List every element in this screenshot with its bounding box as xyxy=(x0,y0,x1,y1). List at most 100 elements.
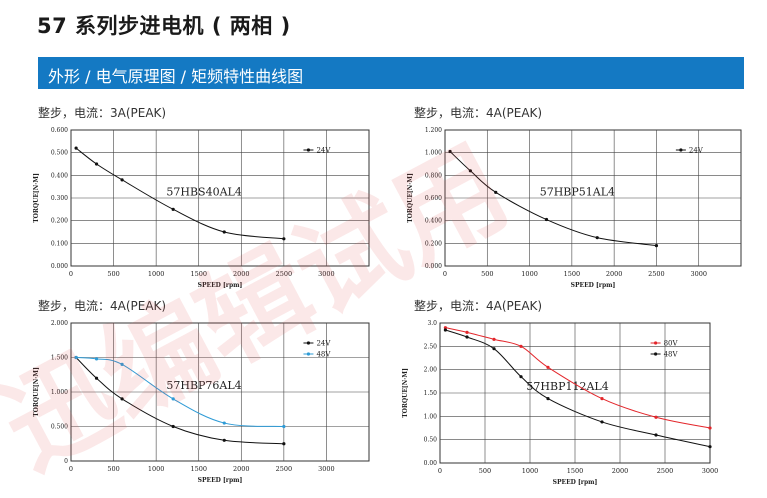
data-point xyxy=(74,146,78,150)
y-tick-label: 0.000 xyxy=(425,263,442,270)
x-tick-label: 2000 xyxy=(233,465,250,473)
y-tick-label: 0.800 xyxy=(425,172,442,179)
data-point xyxy=(171,397,175,401)
data-point xyxy=(492,347,496,351)
data-point xyxy=(171,207,175,211)
x-tick-label: 1000 xyxy=(521,270,538,278)
series-line-80v xyxy=(445,327,711,429)
y-tick-label: 1.500 xyxy=(51,355,68,362)
data-point xyxy=(282,424,286,429)
y-tick-label: 0.000 xyxy=(51,263,68,270)
x-tick-label: 1000 xyxy=(148,465,165,473)
y-tick-label: 2.000 xyxy=(51,320,68,327)
series-line-24v xyxy=(449,151,657,247)
data-point xyxy=(222,230,226,234)
x-tick-label: 0 xyxy=(69,465,73,473)
y-tick-label: 0.200 xyxy=(51,218,68,225)
legend-entry: 24V xyxy=(316,340,331,348)
x-tick-label: 1500 xyxy=(567,467,584,475)
x-tick-label: 500 xyxy=(107,270,119,278)
data-point xyxy=(465,335,469,339)
y-tick-label: 0.400 xyxy=(51,172,68,179)
y-axis-label: TORQUE[N·M] xyxy=(402,368,409,418)
x-tick-label: 500 xyxy=(479,467,491,475)
data-point xyxy=(654,244,659,248)
data-point xyxy=(282,442,286,446)
model-label: 57HBP51AL4 xyxy=(540,185,615,198)
x-tick-label: 1500 xyxy=(564,270,581,278)
series-line-48v xyxy=(76,357,284,427)
section-title: 外形 / 电气原理图 / 矩频特性曲线图 xyxy=(48,67,304,86)
x-tick-label: 2000 xyxy=(612,467,629,475)
y-tick-label: 3.0 xyxy=(427,320,437,327)
y-tick-label: 1.00 xyxy=(424,413,438,420)
x-tick-label: 2500 xyxy=(657,467,674,475)
x-tick-label: 1500 xyxy=(190,270,207,278)
x-tick-label: 3000 xyxy=(318,270,335,278)
x-tick-label: 2500 xyxy=(648,270,665,278)
chart-caption: 整步，电流：4A(PEAK) xyxy=(414,299,543,313)
data-point xyxy=(120,178,124,182)
data-point xyxy=(120,397,124,401)
x-tick-label: 0 xyxy=(443,270,447,278)
x-tick-label: 1000 xyxy=(148,270,165,278)
torque-speed-chart-57hbp112al4: 0 500 1000 1500 2000 2500 3000 0.00 0.50 1.00 1.50… xyxy=(402,320,719,486)
legend-marker xyxy=(306,148,311,152)
data-point xyxy=(448,149,452,154)
data-point xyxy=(120,362,124,366)
series-line-48v xyxy=(445,329,711,448)
x-tick-label: 1500 xyxy=(190,465,207,473)
data-point xyxy=(74,355,78,360)
x-tick-label: 2500 xyxy=(276,270,293,278)
torque-speed-chart-57hbp76al4: 0 500 1000 1500 2000 2500 3000 0 0.500 1.000 1.500… xyxy=(33,320,370,484)
data-point xyxy=(465,330,469,334)
data-point xyxy=(546,365,550,369)
x-tick-label: 3000 xyxy=(702,467,719,475)
chart-caption: 整步，电流：4A(PEAK) xyxy=(38,299,167,313)
x-axis-label: SPEED [rpm] xyxy=(198,477,243,484)
series-line-24v xyxy=(75,147,284,240)
data-point xyxy=(519,344,523,348)
section-header-bar: 外形 / 电气原理图 / 矩频特性曲线图 xyxy=(38,57,744,89)
data-point xyxy=(544,217,549,222)
y-tick-label: 0.50 xyxy=(424,437,438,444)
series-line-24v xyxy=(75,357,284,445)
data-point xyxy=(654,415,658,419)
x-axis-label: SPEED [rpm] xyxy=(553,479,598,486)
x-tick-label: 500 xyxy=(107,465,119,473)
data-point xyxy=(222,421,226,425)
data-point xyxy=(654,433,658,437)
x-tick-label: 2000 xyxy=(233,270,250,278)
legend-entry: 48V xyxy=(316,351,331,359)
chart-caption: 整步，电流：3A(PEAK) xyxy=(38,106,167,120)
legend-marker xyxy=(306,341,311,345)
y-tick-label: 0.200 xyxy=(425,240,442,247)
legend-marker xyxy=(654,341,658,345)
y-tick-label: 0 xyxy=(64,458,68,465)
y-tick-label: 0.600 xyxy=(51,127,68,134)
page-title: 57 系列步进电机 ( 两相 ) xyxy=(37,14,291,38)
x-tick-label: 0 xyxy=(69,270,73,278)
data-point xyxy=(443,328,447,332)
data-point xyxy=(492,337,496,341)
y-tick-label: 0.00 xyxy=(424,460,438,467)
y-tick-label: 0.500 xyxy=(51,424,68,431)
legend-entry: 80V xyxy=(664,340,679,348)
data-point xyxy=(600,397,604,401)
data-point xyxy=(546,397,550,401)
data-point xyxy=(708,445,712,449)
data-point xyxy=(171,424,175,429)
torque-speed-chart-57hbp51al4: 0 500 1000 1500 2000 2500 3000 0.000 0.200 0.400 0… xyxy=(407,127,742,289)
y-tick-label: 0.600 xyxy=(425,195,442,202)
y-axis-label: TORQUE[N·M] xyxy=(407,173,414,223)
legend-marker xyxy=(306,352,311,356)
data-point xyxy=(94,357,99,361)
y-tick-label: 0.300 xyxy=(51,195,68,202)
data-point xyxy=(282,237,286,241)
data-point xyxy=(443,326,447,330)
data-point xyxy=(595,236,599,240)
model-label: 57HBP76AL4 xyxy=(166,379,241,392)
model-label: 57HBP112AL4 xyxy=(526,380,608,393)
data-point xyxy=(600,420,604,424)
y-tick-label: 2.00 xyxy=(424,367,438,374)
